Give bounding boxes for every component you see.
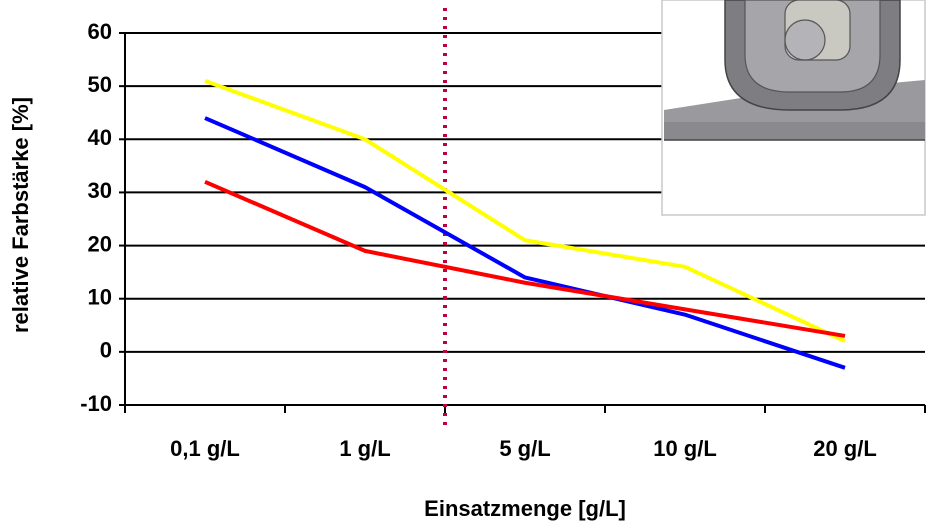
inset-image: [662, 0, 925, 215]
y-tick-label: 30: [88, 178, 112, 203]
y-tick-label: 20: [88, 231, 112, 256]
y-tick-label: 10: [88, 285, 112, 310]
x-tick-label: 10 g/L: [653, 436, 717, 461]
y-tick-label: 50: [88, 72, 112, 97]
y-tick-label: 40: [88, 125, 112, 150]
x-tick-label: 0,1 g/L: [170, 436, 240, 461]
y-tick-label: 60: [88, 19, 112, 44]
y-axis-title: relative Farbstärke [%]: [8, 97, 33, 333]
y-tick-label: -10: [80, 391, 112, 416]
x-axis-title: Einsatzmenge [g/L]: [424, 496, 626, 521]
chart: Einsatzmenge [g/L] relative Farbstärke […: [0, 0, 926, 527]
y-tick-label: 0: [100, 338, 112, 363]
x-tick-label: 1 g/L: [339, 436, 390, 461]
x-tick-label: 20 g/L: [813, 436, 877, 461]
x-tick-label: 5 g/L: [499, 436, 550, 461]
